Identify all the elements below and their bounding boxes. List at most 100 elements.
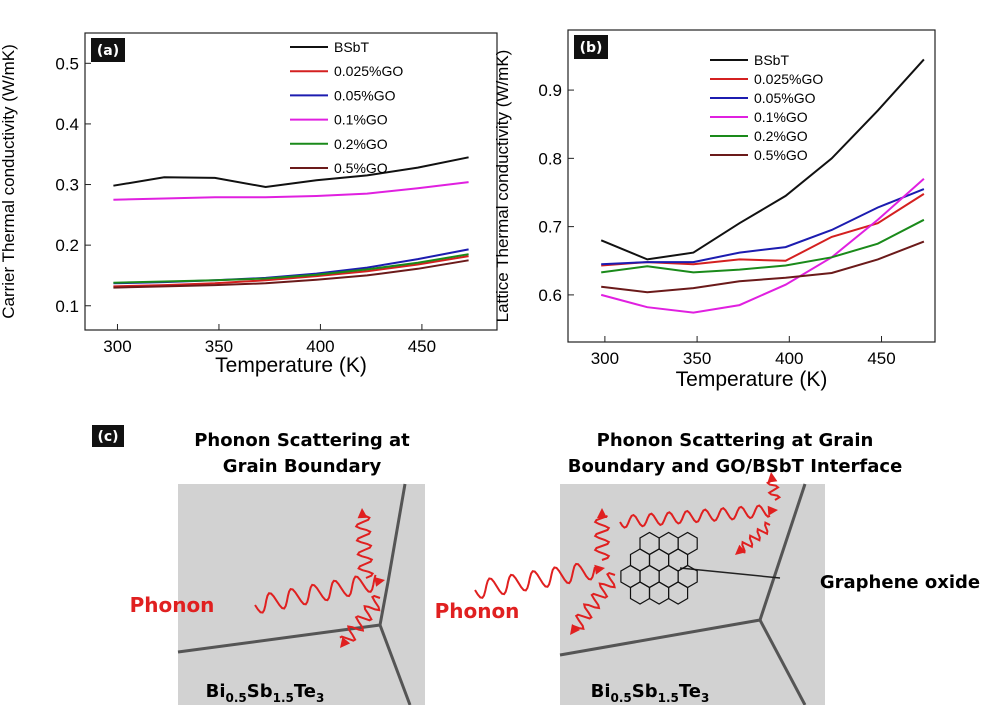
legend-label: 0.2%GO <box>334 136 388 152</box>
legend-label: 0.5%GO <box>754 147 808 163</box>
legend-label: 0.5%GO <box>334 160 388 176</box>
subscript: 3 <box>701 691 709 705</box>
x-tick-label: 400 <box>775 349 803 368</box>
element: Bi <box>206 681 226 702</box>
x-tick-label: 300 <box>103 337 131 356</box>
material-label: Bi0.5Sb1.5Te3 <box>591 681 710 705</box>
y-tick-label: 0.3 <box>55 176 79 195</box>
wave <box>354 514 375 579</box>
arrow-head <box>570 624 580 635</box>
arrow-head <box>340 637 351 648</box>
graphene-lattice <box>620 531 698 605</box>
diagram-title: Boundary and GO/BSbT Interface <box>568 456 903 477</box>
element: Te <box>679 681 701 702</box>
series-line <box>601 193 925 267</box>
y-tick-label: 0.5 <box>55 54 79 73</box>
wave <box>741 521 771 554</box>
series-line <box>601 188 925 266</box>
x-tick-label: 350 <box>683 349 711 368</box>
arrow-head <box>594 564 605 575</box>
x-axis-label: Temperature (K) <box>215 354 367 377</box>
arrow-head <box>767 505 778 516</box>
element: Te <box>294 681 316 702</box>
x-tick-label: 350 <box>205 337 233 356</box>
plot-frame <box>567 29 936 343</box>
diagram-title: Phonon Scattering at <box>194 430 410 451</box>
go-line <box>679 567 781 579</box>
legend-label: 0.05%GO <box>754 90 816 106</box>
grain-box-right <box>560 484 825 705</box>
series-line <box>601 218 925 274</box>
legend-label: BSbT <box>754 52 789 68</box>
hexagon <box>667 581 689 605</box>
arrow-head <box>357 508 368 519</box>
y-tick-label: 0.8 <box>538 149 562 168</box>
diagram-title: Grain Boundary <box>223 456 382 477</box>
subscript: 3 <box>316 691 324 705</box>
subscript: 1.5 <box>658 691 679 705</box>
arrow-head <box>735 544 746 555</box>
wave <box>474 562 596 599</box>
arrow-head <box>597 508 607 518</box>
wave <box>765 479 782 501</box>
panel-label-box <box>92 425 124 447</box>
subscript: 0.5 <box>611 691 632 705</box>
legend-label: 0.2%GO <box>754 128 808 144</box>
chart: 0.1 0.2 0.3 0.4 0.5 300 350 400 450 Temperature (… <box>0 32 498 377</box>
y-tick-label: 0.4 <box>55 115 79 134</box>
element: Sb <box>247 681 273 702</box>
wave <box>572 571 616 630</box>
phonon-waves <box>254 472 782 648</box>
element: Sb <box>632 681 658 702</box>
subscript: 1.5 <box>273 691 294 705</box>
series-line <box>600 178 925 314</box>
y-tick-label: 0.1 <box>55 297 79 316</box>
legend-label: 0.1%GO <box>334 112 388 128</box>
diagram-title: Phonon Scattering at Grain <box>597 430 874 451</box>
legend-label: 0.1%GO <box>754 109 808 125</box>
series-line <box>113 181 469 201</box>
grain-boundaries <box>177 483 807 705</box>
series-line <box>113 255 469 288</box>
phonon-label: Phonon <box>435 599 520 623</box>
material-label: Bi0.5Sb1.5Te3 <box>206 681 325 705</box>
legend-label: 0.025%GO <box>754 71 823 87</box>
panel-label-box <box>91 38 125 62</box>
x-tick-label: 450 <box>408 337 436 356</box>
hexagon <box>677 531 698 556</box>
arrow-head <box>374 576 385 587</box>
series-line <box>601 240 925 294</box>
wave <box>339 594 381 642</box>
y-tick-label: 0.2 <box>55 236 79 255</box>
y-axis-label: Carrier Thermal conductivity (W/mK) <box>0 44 18 319</box>
y-axis-label: Lattice Thermal conductivity (W/mK) <box>493 50 512 323</box>
series-line <box>113 156 469 189</box>
subscript: 0.5 <box>226 691 247 705</box>
plot-frame <box>84 32 498 331</box>
element: Bi <box>591 681 611 702</box>
panel-label: (b) <box>580 40 603 56</box>
x-tick-label: 400 <box>306 337 334 356</box>
legend-label: 0.025%GO <box>334 63 403 79</box>
grain-box-left <box>178 484 425 705</box>
x-tick-label: 450 <box>867 349 895 368</box>
arrow-head <box>767 472 778 483</box>
wave <box>254 574 377 614</box>
wave <box>593 515 611 561</box>
graphene-label: Graphene oxide <box>820 572 980 593</box>
chart: 0.6 0.7 0.8 0.9 300 350 400 450 Temperature (K) L… <box>493 29 936 391</box>
x-tick-label: 300 <box>591 349 619 368</box>
x-axis-label: Temperature (K) <box>676 368 828 391</box>
series-line <box>600 58 925 261</box>
series-line <box>113 259 469 289</box>
y-tick-label: 0.6 <box>538 286 562 305</box>
panel-label: (a) <box>97 43 119 59</box>
series-line <box>113 253 469 284</box>
boundary <box>177 483 407 654</box>
boundary <box>378 624 412 705</box>
panel-label: (c) <box>97 429 118 445</box>
legend-label: 0.05%GO <box>334 87 396 103</box>
panel-label-box <box>574 35 608 59</box>
y-tick-label: 0.9 <box>538 81 562 100</box>
